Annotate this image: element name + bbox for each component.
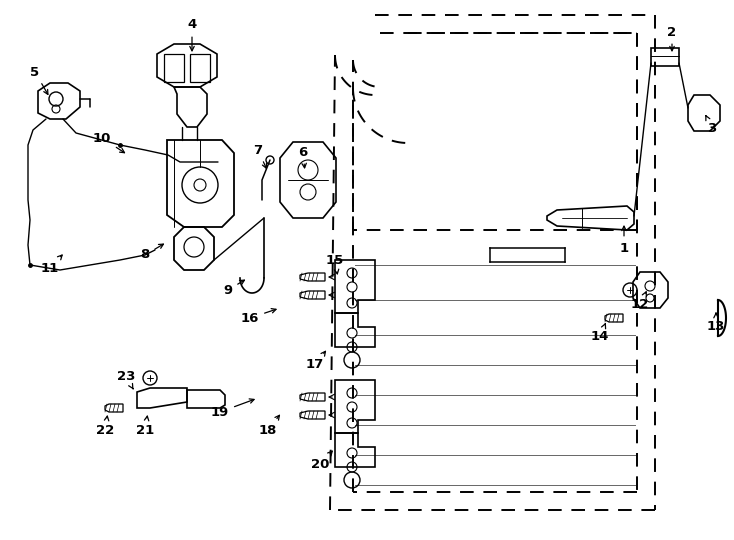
- Text: 14: 14: [591, 323, 609, 342]
- Bar: [164, 54, 184, 82]
- Text: 3: 3: [706, 116, 716, 134]
- Text: 20: 20: [310, 451, 333, 471]
- Text: 15: 15: [326, 253, 344, 274]
- Text: 16: 16: [241, 309, 276, 325]
- Bar: [651, 48, 679, 66]
- Text: 10: 10: [92, 132, 125, 153]
- Text: 12: 12: [631, 292, 649, 312]
- Text: 9: 9: [223, 280, 244, 296]
- Text: 8: 8: [140, 244, 164, 261]
- Text: 13: 13: [707, 313, 725, 333]
- Text: 5: 5: [30, 65, 48, 94]
- Text: 7: 7: [253, 144, 266, 168]
- Text: 11: 11: [41, 255, 62, 274]
- Text: 18: 18: [259, 415, 280, 436]
- Text: 22: 22: [96, 416, 114, 436]
- Text: 23: 23: [117, 370, 135, 389]
- Text: 17: 17: [306, 352, 325, 372]
- Text: 4: 4: [187, 18, 197, 51]
- Text: 1: 1: [619, 226, 628, 254]
- Text: 21: 21: [136, 416, 154, 436]
- Bar: [190, 54, 210, 82]
- Text: 2: 2: [667, 25, 677, 51]
- Text: 19: 19: [211, 399, 254, 418]
- Text: 6: 6: [299, 145, 308, 168]
